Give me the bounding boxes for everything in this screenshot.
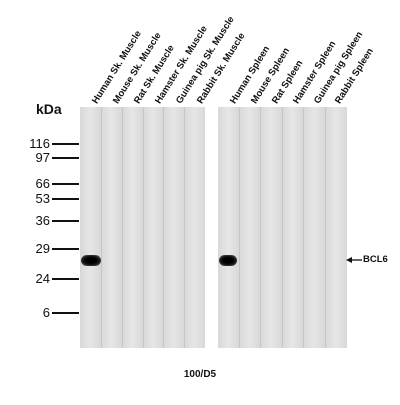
marker-tick <box>52 312 79 314</box>
marker-tick <box>52 143 79 145</box>
blot-lane <box>80 107 101 348</box>
arrow-left-icon <box>346 257 362 263</box>
lane-divider <box>122 107 123 348</box>
marker-label: 24 <box>35 271 50 286</box>
lane-divider <box>282 107 283 348</box>
blot-lane <box>239 107 260 348</box>
marker-29: 29 <box>0 242 80 256</box>
band-human-spleen <box>219 255 237 266</box>
marker-label: 53 <box>35 191 50 206</box>
blot-lane <box>163 107 184 348</box>
marker-53: 53 <box>0 192 80 206</box>
marker-97: 97 <box>0 151 80 165</box>
marker-116: 116 <box>0 137 80 151</box>
lane-divider <box>184 107 185 348</box>
lane-divider <box>101 107 102 348</box>
blot-panel-spleen <box>218 107 347 348</box>
marker-66: 66 <box>0 177 80 191</box>
marker-36: 36 <box>0 214 80 228</box>
marker-tick <box>52 198 79 200</box>
marker-label: 116 <box>29 136 50 151</box>
band-annotation: BCL6 <box>346 254 400 266</box>
lane-divider <box>143 107 144 348</box>
marker-label: 29 <box>35 241 50 256</box>
marker-tick <box>52 278 79 280</box>
blot-lane <box>143 107 163 348</box>
marker-label: 6 <box>42 305 50 320</box>
axis-unit-label: kDa <box>36 101 62 117</box>
blot-lane <box>282 107 303 348</box>
lane-divider <box>260 107 261 348</box>
marker-label: 66 <box>35 176 50 191</box>
lane-divider <box>239 107 240 348</box>
marker-tick <box>52 157 79 159</box>
marker-6: 6 <box>0 306 80 320</box>
blot-lane <box>184 107 205 348</box>
blot-lane <box>260 107 282 348</box>
blot-lane <box>122 107 143 348</box>
marker-tick <box>52 248 79 250</box>
band-human-sk-muscle <box>81 255 101 266</box>
blot-lane <box>303 107 325 348</box>
clone-label: 100/D5 <box>183 369 217 380</box>
blot-panel-muscle <box>80 107 205 348</box>
marker-label: 97 <box>35 150 50 165</box>
marker-tick <box>52 183 79 185</box>
band-target-label: BCL6 <box>363 254 388 265</box>
blot-lane <box>325 107 347 348</box>
lane-divider <box>303 107 304 348</box>
marker-tick <box>52 220 79 222</box>
lane-divider <box>325 107 326 348</box>
blot-lane <box>101 107 122 348</box>
blot-lane <box>218 107 239 348</box>
lane-divider <box>163 107 164 348</box>
marker-label: 36 <box>35 213 50 228</box>
marker-24: 24 <box>0 272 80 286</box>
